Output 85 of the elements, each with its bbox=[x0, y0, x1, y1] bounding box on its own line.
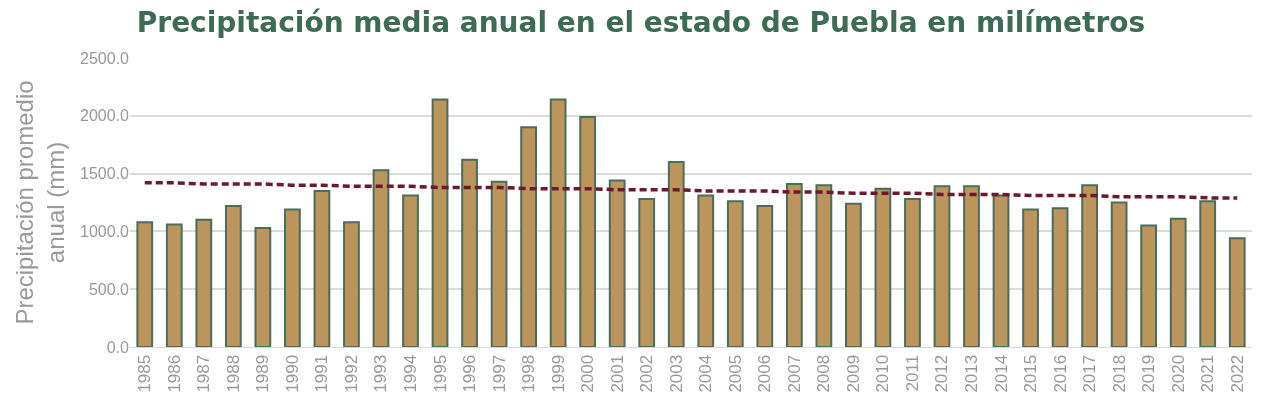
bar bbox=[343, 221, 360, 347]
bar bbox=[284, 208, 301, 347]
bar bbox=[402, 194, 419, 347]
bar bbox=[1228, 237, 1246, 347]
x-tick-label: 2003 bbox=[666, 354, 686, 393]
bar bbox=[1022, 208, 1039, 347]
x-tick-label: 1990 bbox=[282, 354, 302, 393]
bar bbox=[313, 189, 331, 347]
x-tick-label: 2006 bbox=[755, 354, 775, 393]
x-tick-label: 2022 bbox=[1227, 354, 1247, 393]
y-tick-label: 2500.0 bbox=[80, 49, 130, 67]
bar bbox=[726, 200, 744, 347]
bar bbox=[254, 226, 272, 347]
y-tick-label: 2000.0 bbox=[80, 107, 130, 125]
chart-title: Precipitación media anual en el estado de Puebla en milímetros bbox=[136, 5, 1146, 39]
x-tick-label: 1989 bbox=[253, 354, 273, 393]
bar bbox=[549, 98, 567, 347]
bar bbox=[165, 223, 183, 347]
bar bbox=[815, 184, 833, 347]
bar bbox=[756, 204, 774, 347]
x-tick-label: 1997 bbox=[489, 354, 509, 393]
bar bbox=[845, 202, 862, 347]
x-tick-label: 1992 bbox=[341, 354, 361, 393]
x-tick-label: 1985 bbox=[135, 354, 155, 393]
bar bbox=[1140, 224, 1158, 347]
x-tick-label: 2021 bbox=[1198, 354, 1218, 393]
x-tick-label: 2010 bbox=[873, 354, 893, 393]
bar bbox=[195, 218, 213, 347]
x-tick-label: 2007 bbox=[784, 354, 804, 393]
bar bbox=[933, 185, 951, 347]
x-tick-label: 2012 bbox=[932, 354, 952, 393]
x-tick-label: 1987 bbox=[194, 354, 214, 393]
x-tick-label: 1988 bbox=[223, 354, 243, 393]
bar bbox=[697, 194, 715, 347]
x-tick-label: 2014 bbox=[991, 354, 1011, 393]
x-tick-label: 2016 bbox=[1050, 354, 1070, 393]
bar bbox=[136, 221, 154, 347]
x-tick-label: 1998 bbox=[519, 354, 539, 393]
x-tick-label: 2000 bbox=[578, 354, 598, 393]
y-tick-label: 0.0 bbox=[106, 338, 130, 356]
x-tick-label: 2004 bbox=[696, 354, 716, 393]
x-tick-label: 1999 bbox=[548, 354, 568, 393]
x-tick-label: 2002 bbox=[637, 354, 657, 393]
y-tick-label: 1000.0 bbox=[80, 223, 130, 240]
y-tick-label: 500.0 bbox=[88, 280, 130, 298]
x-tick-label: 2019 bbox=[1139, 354, 1159, 393]
bar bbox=[1051, 207, 1069, 347]
x-tick-label: 1991 bbox=[312, 354, 332, 393]
x-tick-label: 2009 bbox=[843, 354, 863, 393]
bar bbox=[1199, 200, 1217, 347]
x-tick-label: 2015 bbox=[1021, 354, 1041, 393]
line-series bbox=[143, 181, 1239, 200]
x-tick-label: 2005 bbox=[725, 354, 745, 393]
bar bbox=[224, 204, 242, 347]
bar bbox=[667, 161, 685, 347]
bar bbox=[490, 180, 508, 347]
bar bbox=[461, 158, 478, 347]
x-tick-label: 1996 bbox=[460, 354, 480, 393]
bar bbox=[1169, 217, 1187, 347]
x-tick-label: 2020 bbox=[1168, 354, 1188, 393]
x-tick-label: 1986 bbox=[164, 354, 184, 393]
bar bbox=[992, 194, 1010, 347]
x-tick-label: 2011 bbox=[902, 354, 922, 392]
bar bbox=[579, 115, 597, 347]
bar bbox=[904, 198, 921, 347]
x-tick-label: 1993 bbox=[371, 354, 391, 393]
x-tick-label: 1994 bbox=[401, 354, 421, 393]
bar bbox=[1110, 201, 1128, 347]
bar bbox=[785, 183, 803, 347]
x-tick-label: 1995 bbox=[430, 354, 450, 393]
bar bbox=[963, 185, 980, 347]
x-tick-label: 2018 bbox=[1109, 354, 1129, 393]
x-tick-label: 2013 bbox=[962, 354, 982, 393]
bar bbox=[608, 179, 626, 347]
x-tick-label: 2001 bbox=[607, 354, 627, 393]
bar bbox=[520, 126, 537, 347]
bar bbox=[431, 98, 449, 347]
bar bbox=[1081, 184, 1098, 347]
y-axis-title: Precipitación promedio anual (mm) bbox=[10, 80, 70, 325]
x-tick-label: 2008 bbox=[814, 354, 834, 393]
y-tick-label: 1500.0 bbox=[80, 165, 130, 183]
bar bbox=[874, 187, 892, 347]
x-tick-label: 2017 bbox=[1080, 354, 1100, 393]
bar bbox=[638, 198, 656, 347]
bar bbox=[372, 169, 390, 347]
